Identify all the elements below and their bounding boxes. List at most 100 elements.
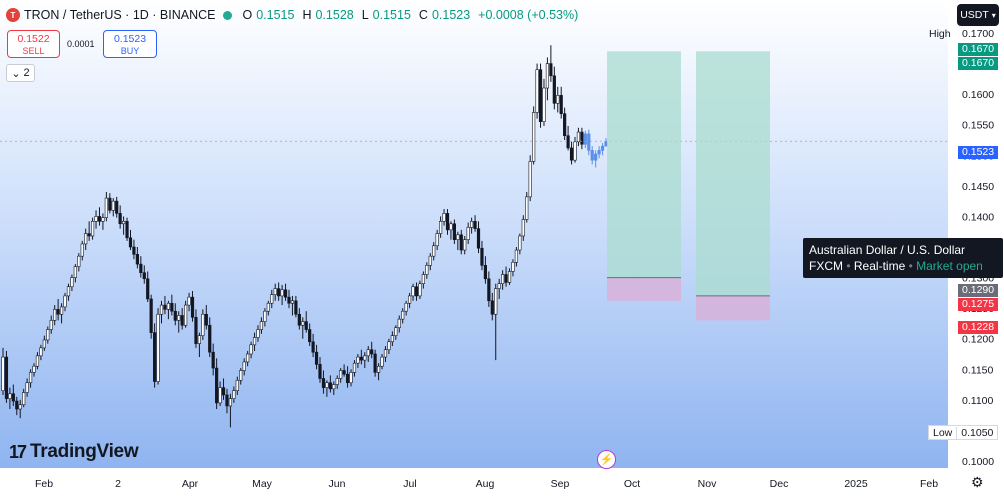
candle-body <box>507 271 512 283</box>
x-tick-label: Jul <box>403 478 416 490</box>
y-tick-label: 0.1000 <box>962 456 994 468</box>
price-tag-gray: 0.1290 <box>958 284 998 297</box>
candle-body <box>101 217 105 222</box>
candle-body <box>242 361 246 371</box>
candle-body <box>128 237 133 248</box>
candle-body <box>170 302 174 312</box>
candle-body <box>476 228 481 249</box>
candle-body <box>538 69 543 122</box>
chevron-down-icon: ⌄ <box>11 67 21 80</box>
candle-body <box>270 294 274 304</box>
candle-body <box>414 286 419 297</box>
candle-body <box>390 335 394 343</box>
candle-body <box>573 141 577 161</box>
candle-body <box>97 216 102 222</box>
candle-body <box>563 113 567 137</box>
candle-body <box>39 347 43 357</box>
candle-body <box>407 295 412 304</box>
candle-body <box>249 344 253 355</box>
candle-body <box>77 255 81 267</box>
x-tick-label: Jun <box>329 478 346 490</box>
tradingview-logo[interactable]: 17 TradingView <box>9 441 139 463</box>
candle-body <box>370 349 374 355</box>
candle-body <box>452 223 456 240</box>
low-label: L <box>361 8 369 22</box>
buy-button[interactable]: 0.1523 BUY <box>103 30 157 58</box>
candle-body <box>342 370 346 375</box>
candle-body <box>239 370 243 381</box>
candle-body <box>283 289 288 298</box>
candle-body <box>321 378 326 388</box>
candle-body <box>294 300 298 315</box>
candle-body <box>166 302 170 310</box>
gear-icon[interactable]: ⚙ <box>971 474 984 490</box>
candle-body <box>352 362 357 373</box>
candle-body <box>49 320 53 330</box>
open-label: O <box>242 8 253 22</box>
candle-body <box>25 382 29 393</box>
symbol-header: T TRON / TetherUS · 1D · BINANCE O 0.1515… <box>6 6 582 24</box>
tooltip-source: FXCM <box>809 259 843 273</box>
x-tick-label: 2025 <box>844 478 868 490</box>
candle-body <box>311 341 315 353</box>
candle-body <box>190 296 195 318</box>
candle-body <box>246 353 250 363</box>
candle-body <box>135 254 139 265</box>
candle-body <box>521 219 525 237</box>
symbol-title[interactable]: TRON / TetherUS · 1D · BINANCE <box>24 8 216 22</box>
candle-body <box>345 373 350 384</box>
candle-body <box>545 63 550 89</box>
candle-body <box>177 315 181 321</box>
candle-body <box>201 313 205 336</box>
chevron-down-icon: ▾ <box>991 10 996 20</box>
low-marker-value: 0.1050 <box>961 426 994 439</box>
candle-body <box>22 392 26 406</box>
candle-body <box>132 246 136 255</box>
candle-body <box>387 341 391 351</box>
low-marker: Low 0.1050 <box>928 425 998 440</box>
candle-body <box>46 329 50 341</box>
candle-body <box>73 266 77 278</box>
candle-body <box>376 365 381 373</box>
candle-body <box>4 356 9 399</box>
candle-body <box>383 349 388 358</box>
candle-body <box>490 300 494 315</box>
tradingview-wordmark: TradingView <box>30 441 139 462</box>
y-tick-label: 0.1550 <box>962 120 994 132</box>
x-tick-label: Dec <box>770 478 789 490</box>
x-tick-label: Feb <box>35 478 53 490</box>
candle-body <box>600 145 605 151</box>
candle-body <box>394 327 398 336</box>
candle-body <box>314 351 319 365</box>
candle-body <box>235 379 239 391</box>
candle-body <box>184 304 188 326</box>
currency-select[interactable]: USDT ▾ <box>957 4 999 26</box>
candle-body <box>559 95 563 115</box>
candle-body <box>339 370 343 379</box>
x-tick-label: Oct <box>624 478 640 490</box>
indicators-toggle[interactable]: ⌄ 2 <box>6 64 35 82</box>
candle-body <box>80 243 84 257</box>
candle-body <box>366 349 370 357</box>
candle-body <box>397 318 401 329</box>
x-tick-label: 2 <box>115 478 121 490</box>
candle-body <box>445 213 450 231</box>
candle-body <box>480 247 484 266</box>
currency-label: USDT <box>960 9 989 21</box>
open-value: 0.1515 <box>256 8 295 22</box>
lightning-icon[interactable]: ⚡ <box>597 450 616 469</box>
candle-body <box>256 329 260 338</box>
candle-body <box>115 200 119 214</box>
candle-body <box>159 304 164 315</box>
candle-body <box>15 400 19 410</box>
candle-body <box>163 304 167 310</box>
sell-price: 0.1522 <box>17 33 50 45</box>
sell-button[interactable]: 0.1522 SELL <box>7 30 60 58</box>
sell-label: SELL <box>22 46 45 56</box>
candle-body <box>401 310 405 320</box>
candle-body <box>590 150 594 161</box>
candle-body <box>153 332 157 382</box>
candle-body <box>501 274 505 284</box>
